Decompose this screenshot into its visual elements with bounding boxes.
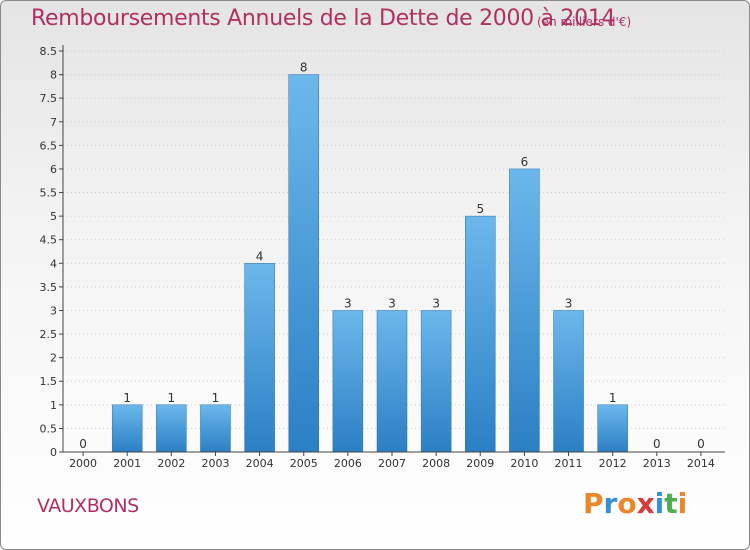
- bar-value-label: 1: [609, 391, 617, 405]
- logo-letter: o: [617, 487, 637, 520]
- bar-value-label: 8: [300, 61, 308, 75]
- x-tick-label: 2009: [466, 457, 494, 470]
- x-tick-label: 2007: [378, 457, 406, 470]
- y-tick-label: 2.5: [40, 328, 58, 341]
- bar: [465, 215, 496, 453]
- bar: [376, 310, 408, 453]
- bar: [597, 404, 628, 453]
- y-tick-label: 6.5: [40, 139, 58, 152]
- x-tick-label: 2014: [687, 457, 715, 470]
- x-tick-label: 2000: [69, 457, 97, 470]
- y-tick-label: 8: [50, 69, 57, 82]
- bar: [420, 310, 452, 453]
- bar-value-label: 3: [388, 296, 396, 310]
- y-tick-label: 0.5: [40, 422, 58, 435]
- y-tick-label: 1.5: [40, 375, 58, 388]
- x-tick-label: 2013: [643, 457, 671, 470]
- bar: [332, 310, 364, 453]
- bar: [111, 404, 143, 453]
- commune-name: VAUXBONS: [37, 495, 139, 517]
- bar-value-label: 5: [476, 202, 484, 216]
- proxiti-logo: Proxiti: [583, 487, 687, 520]
- bar-value-label: 3: [432, 296, 440, 310]
- bar-value-label: 0: [653, 437, 661, 451]
- bar: [509, 168, 540, 453]
- bar-value-label: 0: [79, 437, 87, 451]
- y-tick-label: 3.5: [40, 281, 58, 294]
- y-tick-label: 4.5: [40, 234, 58, 247]
- bar-value-label: 6: [521, 155, 529, 169]
- y-tick-label: 1: [50, 399, 57, 412]
- y-tick-label: 8.5: [40, 45, 58, 58]
- y-tick-label: 5: [50, 210, 57, 223]
- chart-subtitle: (en milliers d'€): [537, 15, 632, 29]
- logo-letter: r: [603, 487, 618, 520]
- bar: [200, 404, 231, 453]
- x-tick-label: 2008: [422, 457, 450, 470]
- x-tick-label: 2001: [113, 457, 141, 470]
- x-tick-label: 2010: [510, 457, 538, 470]
- y-tick-label: 4: [50, 257, 57, 270]
- chart-title: Remboursements Annuels de la Dette de 20…: [31, 6, 616, 31]
- bar: [244, 263, 275, 453]
- logo-letter: t: [664, 487, 678, 520]
- y-tick-label: 7: [50, 116, 57, 129]
- x-tick-label: 2006: [334, 457, 362, 470]
- x-tick-label: 2004: [246, 457, 274, 470]
- bar-value-label: 1: [123, 391, 131, 405]
- bar-value-label: 3: [344, 296, 352, 310]
- y-tick-label: 7.5: [40, 92, 58, 105]
- y-tick-label: 5.5: [40, 187, 58, 200]
- logo-letter: i: [654, 487, 665, 520]
- logo-letter: P: [583, 487, 604, 520]
- x-tick-label: 2012: [599, 457, 627, 470]
- x-tick-label: 2005: [290, 457, 318, 470]
- bar: [156, 404, 187, 453]
- x-tick-label: 2011: [555, 457, 583, 470]
- y-tick-label: 6: [50, 163, 57, 176]
- y-tick-label: 2: [50, 352, 57, 365]
- bar: [553, 310, 584, 453]
- bar-value-label: 1: [212, 391, 220, 405]
- logo-letter: i: [677, 487, 688, 520]
- logo-letter: x: [636, 487, 655, 520]
- bar-value-label: 0: [697, 437, 705, 451]
- x-tick-label: 2003: [201, 457, 229, 470]
- bar-value-label: 1: [168, 391, 176, 405]
- bar-value-label: 4: [256, 249, 264, 263]
- bar: [288, 74, 319, 453]
- y-tick-label: 0: [50, 446, 57, 459]
- y-tick-label: 3: [50, 304, 57, 317]
- bar-value-label: 3: [565, 296, 573, 310]
- x-tick-label: 2002: [157, 457, 185, 470]
